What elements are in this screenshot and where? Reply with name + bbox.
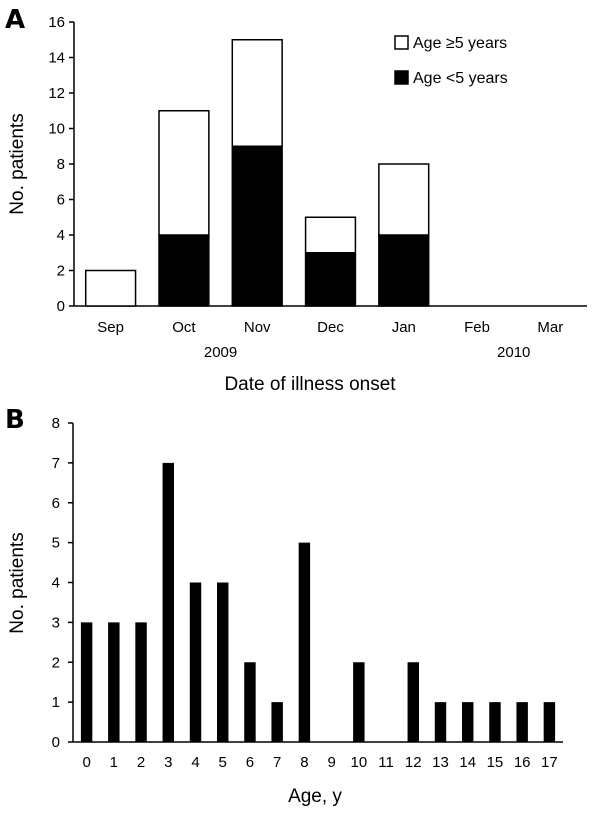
panel-a-x-tick-label: Jan: [392, 319, 416, 336]
panel-a-year-label: 2010: [497, 344, 530, 361]
panel-b-bar-age-14: [462, 702, 474, 742]
panel-a-bar-dec-series-1: [304, 216, 357, 254]
panel-b-bar-age-3: [162, 462, 174, 742]
panel-b-x-tick-label: 5: [219, 754, 227, 771]
panel-a-legend-swatch: [394, 70, 409, 85]
panel-a-y-tick-label: 4: [57, 227, 65, 244]
panel-b-x-tick-label: 13: [432, 754, 449, 771]
panel-a-year-labels: 2009 2010: [204, 344, 531, 361]
panel-a-y-tick-label: 6: [57, 192, 65, 209]
panel-b-bar-age-0: [80, 622, 93, 742]
panel-a-x-axis-title: Date of illness onset: [224, 374, 396, 395]
panel-b-x-tick-label: 17: [541, 754, 558, 771]
panel-a-bar-jan-series-1: [378, 163, 430, 236]
panel-a-bars: [84, 39, 430, 307]
panel-a-x-tick-labels: Sep Oct Nov Dec Jan Feb Mar: [97, 319, 563, 336]
panel-b-bar-age-1: [108, 622, 120, 742]
panel-a-x-tick-label: Nov: [244, 319, 271, 336]
panel-b-y-tick-label: 7: [52, 455, 60, 472]
panel-b-y-tick-label: 1: [52, 694, 60, 711]
panel-b-bar-age-17: [543, 702, 556, 742]
panel-a-y-tick-label: 12: [48, 85, 65, 102]
panel-b-x-tick-label: 8: [300, 754, 308, 771]
panel-b-bar-age-16: [516, 702, 528, 742]
panel-a-x-tick-label: Dec: [317, 319, 344, 336]
panel-b-x-tick-label: 3: [164, 754, 172, 771]
panel-b-x-tick-label: 15: [487, 754, 504, 771]
panel-a-x-tick-label: Feb: [464, 319, 490, 336]
panel-a-y-tick-label: 0: [57, 298, 65, 315]
panel-a-x-tick-label: Oct: [172, 319, 196, 336]
panel-b-letter: B: [5, 405, 25, 435]
panel-b-x-tick-labels: 0 1 2 3 4 5 6 7 8 9 10 11 12 13 14 15 16 17: [82, 754, 557, 771]
panel-a-bar-jan-series-0: [378, 234, 430, 307]
panel-b-x-tick-label: 14: [459, 754, 476, 771]
panel-b-y-axis-title: No. patients: [7, 532, 28, 633]
panel-a-bar-dec-series-0: [304, 252, 357, 307]
panel-b-bar-age-10: [353, 662, 365, 742]
panel-a-bar-oct-series-1: [158, 110, 210, 236]
panel-b-x-axis-title: Age, y: [288, 786, 342, 807]
panel-b-y-ticks: 0 1 2 3 4 5 6 7 8: [52, 415, 73, 751]
panel-a-y-axis-title: No. patients: [7, 113, 28, 214]
panel-b-y-tick-label: 3: [52, 614, 60, 631]
panel-a-legend-swatch: [394, 35, 409, 50]
panel-b-y-tick-label: 6: [52, 495, 60, 512]
panel-a-legend-label: Age <5 years: [413, 70, 508, 87]
panel-b-x-tick-label: 9: [327, 754, 335, 771]
panel-b-bar-age-4: [189, 582, 202, 742]
panel-a-year-label: 2009: [204, 344, 237, 361]
panel-a-y-tick-label: 14: [48, 50, 65, 67]
panel-b-bar-age-8: [298, 542, 311, 742]
panel-a-letter: A: [5, 5, 25, 35]
panel-a-bar-nov-series-1: [231, 39, 283, 147]
panel-a-bar-nov-series-0: [231, 145, 283, 307]
panel-b-bar-age-2: [135, 622, 147, 742]
panel-b-bars: [80, 462, 556, 742]
panel-b-x-tick-label: 16: [514, 754, 531, 771]
panel-b-y-tick-label: 4: [52, 575, 60, 592]
panel-b-x-tick-label: 2: [137, 754, 145, 771]
panel-b-bar-age-12: [407, 662, 419, 742]
panel-b-y-tick-label: 8: [52, 415, 60, 432]
panel-a-y-ticks: 0 2 4 6 8 10 12 14 16: [48, 14, 74, 315]
panel-a-y-tick-label: 16: [48, 14, 65, 31]
panel-b-x-tick-label: 4: [191, 754, 199, 771]
panel-a-legend-label: Age ≥5 years: [413, 35, 507, 52]
panel-b-x-tick-label: 0: [82, 754, 90, 771]
panel-a-y-tick-label: 8: [57, 156, 65, 173]
panel-b-bar-age-13: [434, 702, 447, 742]
panel-b-bar-age-6: [244, 662, 256, 742]
panel-b-bar-age-5: [217, 582, 229, 742]
panel-b-y-tick-label: 5: [52, 535, 60, 552]
panel-a-x-tick-label: Sep: [97, 319, 124, 336]
panel-b-x-tick-label: 6: [246, 754, 254, 771]
panel-b-bar-age-7: [271, 702, 283, 742]
panel-b-y-tick-label: 2: [52, 654, 60, 671]
panel-a-x-tick-label: Mar: [537, 319, 563, 336]
panel-a-y-tick-label: 2: [57, 263, 65, 280]
panel-b-x-tick-label: 11: [378, 754, 394, 771]
panel-b-x-tick-label: 1: [110, 754, 118, 771]
panel-a-bar-oct-series-0: [158, 234, 210, 307]
panel-a-legend: Age ≥5 years Age <5 years: [394, 35, 508, 87]
panel-b-y-tick-label: 0: [52, 734, 60, 751]
panel-b-x-tick-label: 7: [273, 754, 281, 771]
panel-b-bar-age-15: [489, 702, 501, 742]
panel-a: A 0 2 4 6 8 10 12 14 16 Sep Oct Nov Dec Jan Feb Mar 20…: [5, 5, 587, 395]
panel-b-x-tick-label: 10: [350, 754, 367, 771]
panel-a-y-tick-label: 10: [48, 121, 65, 138]
panel-b-x-tick-label: 12: [405, 754, 422, 771]
panel-a-bar-sep-series-1: [84, 269, 137, 307]
